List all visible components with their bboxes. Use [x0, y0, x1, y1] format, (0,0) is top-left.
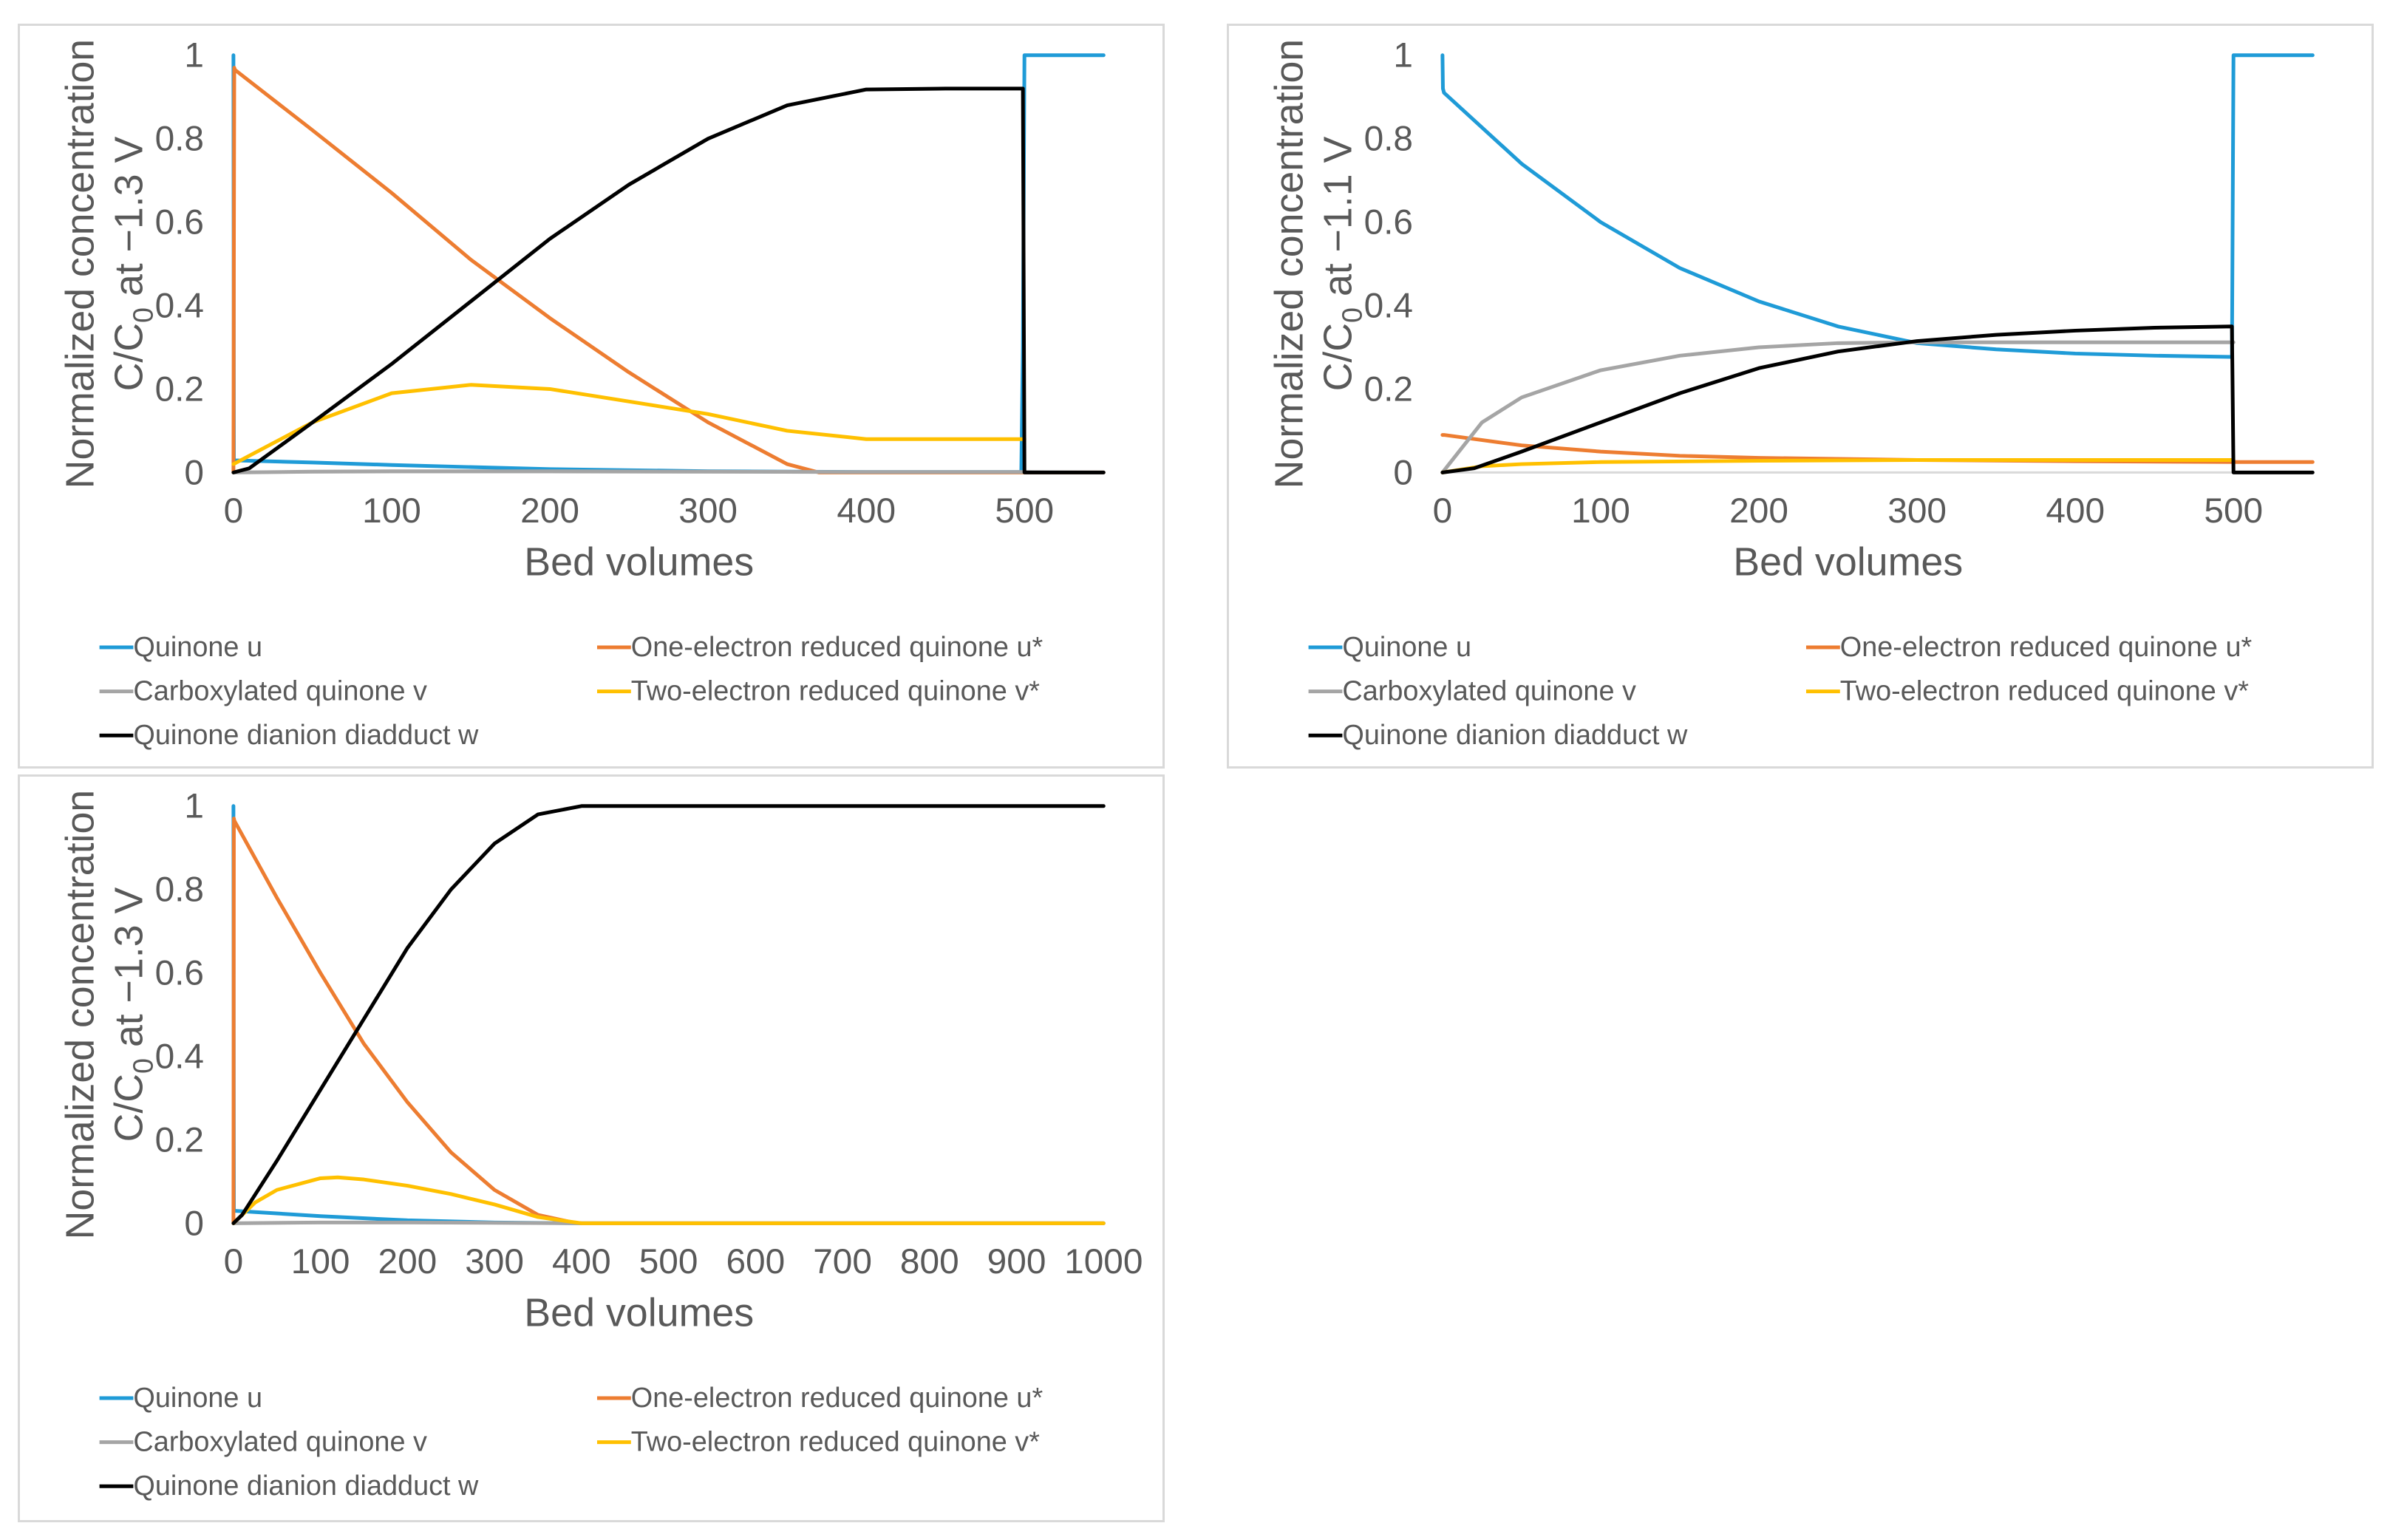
x-tick-label: 200 [520, 491, 579, 531]
y-axis-title-line1: Normalized concentration [58, 39, 103, 488]
x-tick-label: 200 [1729, 491, 1788, 531]
x-tick-label: 0 [1433, 491, 1453, 531]
x-tick-label: 700 [813, 1242, 872, 1281]
y-tick-label: 1 [184, 787, 204, 826]
series-line-5 [231, 86, 1106, 474]
y-axis-title-line2: C/C0 at −1.3 V [106, 887, 159, 1142]
series-line-3 [1440, 340, 2236, 474]
y-tick-label: 0.8 [155, 870, 204, 910]
y-axis-title-line2: C/C0 at −1.3 V [106, 137, 159, 392]
y-axis-title-line1: Normalized concentration [1267, 39, 1312, 488]
y-tick-label: 0.4 [155, 1037, 204, 1076]
legend-label: Quinone u [133, 632, 262, 663]
x-tick-label: 1000 [1064, 1242, 1143, 1281]
series-line-5 [1440, 324, 2315, 474]
y-tick-label: 0.4 [1364, 286, 1413, 325]
series-line-1 [1440, 53, 2315, 359]
x-tick-label: 500 [2204, 491, 2263, 531]
chart-panel-top-right: 0 0.2 0.4 0.6 0.8 1 0 100 200 300 400 500 Bed volume… [1227, 24, 2374, 769]
y-axis-title-subscript: 0 [128, 1058, 159, 1074]
x-tick-label: 400 [552, 1242, 611, 1281]
x-axis-title: Bed volumes [524, 1291, 754, 1335]
y-axis-title-prefix: C/C [106, 1074, 151, 1142]
legend-label: Quinone dianion diadduct w [133, 720, 479, 751]
y-tick-label: 0.8 [155, 120, 204, 159]
y-axis-title-line2: C/C0 at −1.1 V [1315, 137, 1368, 392]
legend-label: Quinone dianion diadduct w [133, 1471, 479, 1502]
series-line-4 [1440, 457, 2236, 474]
chart-panel-top-left: 0 0.2 0.4 0.6 0.8 1 0 100 200 300 400 500 Bed volume… [18, 24, 1165, 769]
series-line-4 [231, 383, 1027, 466]
y-axis-title-prefix: C/C [1315, 323, 1360, 391]
y-tick-label: 0.6 [155, 203, 204, 242]
x-tick-label: 400 [2046, 491, 2105, 531]
y-tick-label: 0.8 [1364, 120, 1413, 159]
y-tick-label: 0.6 [1364, 203, 1413, 242]
y-tick-label: 0.2 [155, 369, 204, 409]
legend-label: Two-electron reduced quinone v* [631, 676, 1040, 707]
y-axis-title-suffix: at −1.1 V [1315, 137, 1360, 307]
x-tick-label: 600 [726, 1242, 785, 1281]
y-tick-label: 0 [184, 1204, 204, 1243]
x-tick-label: 100 [362, 491, 421, 531]
y-tick-label: 0.4 [155, 286, 204, 325]
y-tick-label: 1 [184, 36, 204, 75]
legend-label: Two-electron reduced quinone v* [631, 1427, 1040, 1458]
y-axis-title-prefix: C/C [106, 323, 151, 391]
x-tick-label: 300 [465, 1242, 524, 1281]
x-tick-label: 900 [987, 1242, 1046, 1281]
x-tick-label: 0 [224, 1242, 244, 1281]
legend-label: Carboxylated quinone v [133, 1427, 427, 1458]
y-axis-title-line1: Normalized concentration [58, 790, 103, 1239]
series-line-3 [231, 469, 1106, 474]
series-line-5 [231, 804, 1106, 1225]
y-axis-title-suffix: at −1.3 V [106, 887, 151, 1058]
x-tick-label: 200 [378, 1242, 437, 1281]
chart-svg: 0 0.2 0.4 0.6 0.8 1 0 100 200 300 400 500 Bed volume… [58, 36, 1106, 751]
y-tick-label: 0.2 [1364, 369, 1413, 409]
x-tick-label: 0 [224, 491, 244, 531]
legend-label: Quinone u [1342, 632, 1471, 663]
x-tick-label: 800 [900, 1242, 959, 1281]
chart-svg: 0 0.2 0.4 0.6 0.8 1 0 100 200 300 400 500 Bed volume… [1267, 36, 2315, 751]
legend-label: Quinone dianion diadduct w [1342, 720, 1688, 751]
legend-label: Carboxylated quinone v [133, 676, 427, 707]
y-axis-title-subscript: 0 [128, 307, 159, 323]
chart-svg: 0 0.2 0.4 0.6 0.8 1 0 100 200 300 400 500 600 700 800 9… [58, 787, 1143, 1502]
y-axis-title-suffix: at −1.3 V [106, 137, 151, 307]
y-tick-label: 1 [1393, 36, 1413, 75]
legend-label: Quinone u [133, 1383, 262, 1414]
y-tick-label: 0 [184, 453, 204, 492]
x-tick-label: 100 [1571, 491, 1630, 531]
y-tick-label: 0 [1393, 453, 1413, 492]
legend-label: One-electron reduced quinone u* [631, 1383, 1044, 1414]
x-tick-label: 100 [291, 1242, 350, 1281]
legend-label: Two-electron reduced quinone v* [1840, 676, 2249, 707]
x-tick-label: 300 [1887, 491, 1947, 531]
legend-label: One-electron reduced quinone u* [1840, 632, 2253, 663]
y-axis-title-subscript: 0 [1337, 307, 1368, 323]
y-tick-label: 0.6 [155, 954, 204, 993]
series-line-2 [1440, 433, 2315, 464]
series-line-1 [231, 804, 1106, 1225]
chart-panel-bottom-left: 0 0.2 0.4 0.6 0.8 1 0 100 200 300 400 500 600 700 800 9… [18, 774, 1165, 1522]
y-tick-label: 0.2 [155, 1120, 204, 1159]
x-tick-label: 500 [639, 1242, 698, 1281]
legend-label: One-electron reduced quinone u* [631, 632, 1044, 663]
x-axis-title: Bed volumes [524, 540, 754, 585]
legend-label: Carboxylated quinone v [1342, 676, 1636, 707]
series-line-2 [231, 66, 1106, 474]
x-axis-title: Bed volumes [1733, 540, 1963, 585]
series-line-4 [231, 1175, 1106, 1225]
x-tick-label: 300 [678, 491, 738, 531]
x-tick-label: 500 [995, 491, 1054, 531]
x-tick-label: 400 [837, 491, 896, 531]
